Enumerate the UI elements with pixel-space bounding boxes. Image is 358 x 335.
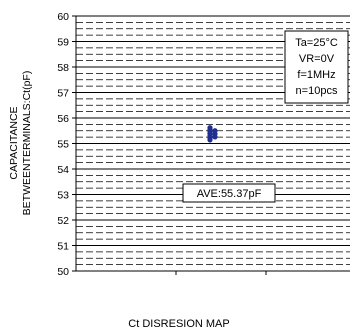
y-tick-label: 58 bbox=[57, 62, 69, 74]
data-points bbox=[207, 125, 218, 143]
average-label: AVE:55.37pF bbox=[197, 188, 262, 200]
y-tick-label: 55 bbox=[57, 139, 69, 151]
y-tick-label: 51 bbox=[57, 241, 69, 253]
y-tick-label: 50 bbox=[57, 266, 69, 278]
average-box-frame bbox=[182, 183, 276, 203]
y-tick-label: 57 bbox=[57, 88, 69, 100]
condition-vr: VR=0V bbox=[299, 53, 335, 65]
chart-title: Ct DISRESION MAP bbox=[128, 318, 230, 330]
y-axis-label-line2: BETWEENTERMINALS:Ct(pF) bbox=[21, 71, 33, 216]
condition-f: f=1MHz bbox=[297, 69, 335, 81]
average-box: AVE:55.37pF bbox=[182, 183, 276, 203]
y-tick-label: 54 bbox=[57, 164, 69, 176]
y-axis-label-line1: CAPACITANCE bbox=[8, 106, 20, 179]
y-tick-label: 59 bbox=[57, 37, 69, 49]
y-tick-label: 56 bbox=[57, 113, 69, 125]
y-tick-label: 52 bbox=[57, 215, 69, 227]
x-axis-ticks bbox=[175, 271, 267, 275]
data-point bbox=[207, 137, 213, 143]
y-tick-label: 60 bbox=[57, 11, 69, 23]
data-point bbox=[212, 134, 218, 140]
y-axis-ticks: 50 51 52 53 54 55 56 57 58 59 60 bbox=[57, 11, 76, 278]
condition-n: n=10pcs bbox=[296, 85, 338, 97]
conditions-box: Ta=25°C VR=0V f=1MHz n=10pcs bbox=[284, 30, 349, 104]
y-tick-label: 53 bbox=[57, 190, 69, 202]
condition-ta: Ta=25°C bbox=[295, 37, 338, 49]
conditions-box-frame bbox=[284, 30, 349, 104]
